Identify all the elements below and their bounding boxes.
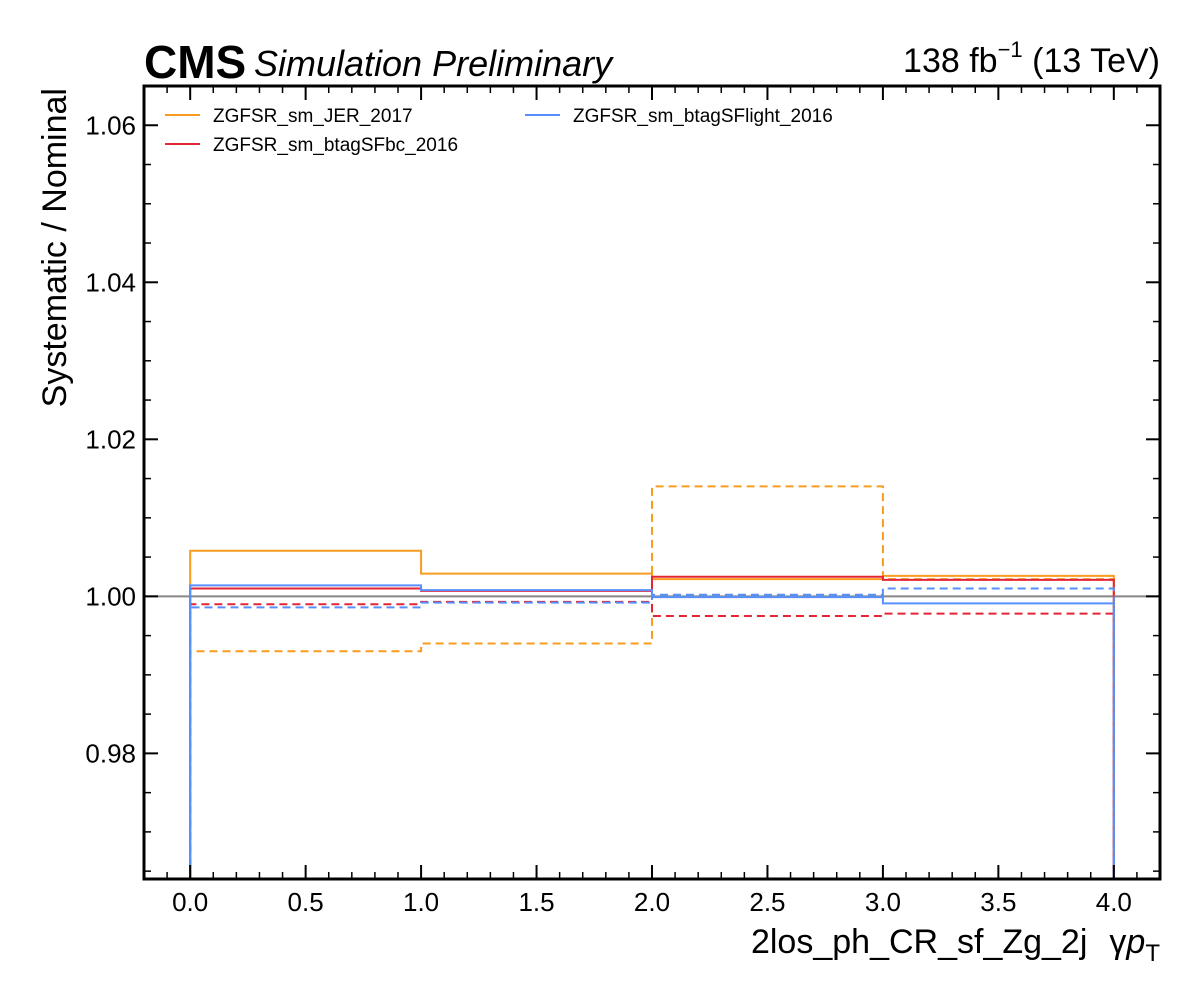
y-axis-title: Systematic / Nominal (36, 88, 74, 407)
lumi-label: 138 fb−1 (13 TeV) (903, 37, 1160, 80)
x-axis-title-main: 2los_ph_CR_sf_Zg_2j (751, 923, 1087, 961)
x-axis-title-p: p (1125, 923, 1145, 961)
x-axis-title-sub: T (1145, 940, 1160, 967)
x-tick-label: 3.0 (865, 887, 901, 917)
x-tick-label: 3.5 (980, 887, 1016, 917)
x-tick-label: 2.5 (749, 887, 785, 917)
lumi-energy: (13 TeV) (1023, 42, 1160, 80)
series-up-line-0 (189, 549, 1115, 879)
x-tick-label: 1.5 (518, 887, 554, 917)
status-label: Simulation Preliminary (254, 43, 614, 84)
y-tick-label: 0.98 (85, 738, 136, 768)
lumi-exponent: −1 (998, 37, 1023, 62)
plot-frame (142, 84, 1162, 881)
y-tick-label: 1.04 (85, 267, 136, 297)
legend: ZGFSR_sm_JER_2017 ZGFSR_sm_btagSFbc_2016 Z… (165, 106, 833, 156)
legend-label-2: ZGFSR_sm_btagSFlight_2016 (573, 106, 833, 127)
series-up-line-2 (189, 584, 1115, 879)
x-axis-title: 2los_ph_CR_sf_Zg_2j γpT (751, 923, 1160, 967)
x-tick-label: 1.0 (403, 887, 439, 917)
series-down-line-2 (189, 587, 1115, 879)
x-tick-label: 2.0 (634, 887, 670, 917)
legend-label-1: ZGFSR_sm_btagSFbc_2016 (213, 135, 458, 156)
ticks-layer: 0.0 0.5 1.0 1.5 2.0 2.5 3.0 3.5 4.0 0.98 1.00 1.02 1… (85, 85, 1160, 917)
y-tick-label: 1.02 (85, 424, 136, 454)
series-down-line-1 (189, 600, 1115, 879)
series-up-line-1 (189, 575, 1115, 879)
plot-layer (144, 485, 1160, 879)
cms-label: CMS (144, 36, 246, 88)
x-tick-label: 0.5 (288, 887, 324, 917)
series-down-line-0 (189, 485, 1115, 879)
x-tick-label: 0.0 (172, 887, 208, 917)
legend-label-0: ZGFSR_sm_JER_2017 (213, 106, 413, 127)
lumi-value: 138 fb (903, 42, 998, 80)
y-tick-label: 1.00 (85, 581, 136, 611)
y-tick-label: 1.06 (85, 110, 136, 140)
x-tick-label: 4.0 (1096, 887, 1132, 917)
x-axis-title-gamma: γ (1109, 923, 1126, 961)
